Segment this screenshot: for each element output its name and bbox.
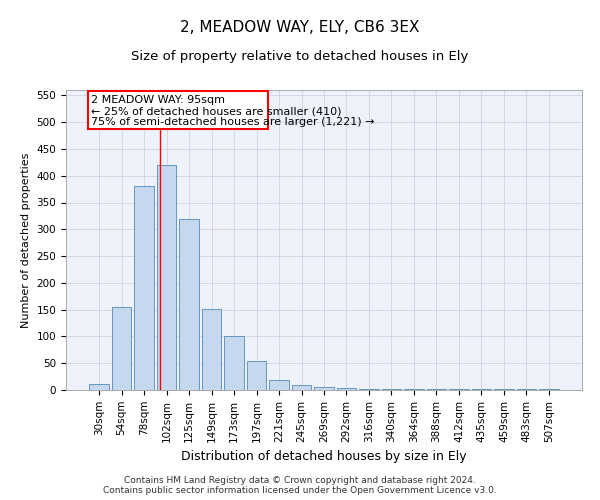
Bar	[112, 307, 131, 390]
Y-axis label: Number of detached properties: Number of detached properties	[21, 152, 31, 328]
Bar	[247, 360, 266, 390]
Bar	[539, 389, 559, 390]
Bar	[134, 186, 154, 390]
Bar	[292, 384, 311, 390]
Bar	[269, 380, 289, 390]
Bar	[202, 308, 221, 390]
Text: 2, MEADOW WAY, ELY, CB6 3EX: 2, MEADOW WAY, ELY, CB6 3EX	[180, 20, 420, 35]
Bar	[337, 388, 356, 390]
Text: 75% of semi-detached houses are larger (1,221) →: 75% of semi-detached houses are larger (…	[91, 117, 374, 127]
Bar	[404, 389, 424, 390]
X-axis label: Distribution of detached houses by size in Ely: Distribution of detached houses by size …	[181, 450, 467, 463]
FancyBboxPatch shape	[88, 91, 268, 128]
Bar	[224, 336, 244, 390]
Bar	[89, 384, 109, 390]
Text: Size of property relative to detached houses in Ely: Size of property relative to detached ho…	[131, 50, 469, 63]
Text: Contains HM Land Registry data © Crown copyright and database right 2024.
Contai: Contains HM Land Registry data © Crown c…	[103, 476, 497, 495]
Bar	[157, 165, 176, 390]
Bar	[314, 388, 334, 390]
Text: ← 25% of detached houses are smaller (410): ← 25% of detached houses are smaller (41…	[91, 106, 341, 116]
Bar	[472, 389, 491, 390]
Bar	[359, 389, 379, 390]
Bar	[179, 218, 199, 390]
Text: 2 MEADOW WAY: 95sqm: 2 MEADOW WAY: 95sqm	[91, 96, 225, 106]
